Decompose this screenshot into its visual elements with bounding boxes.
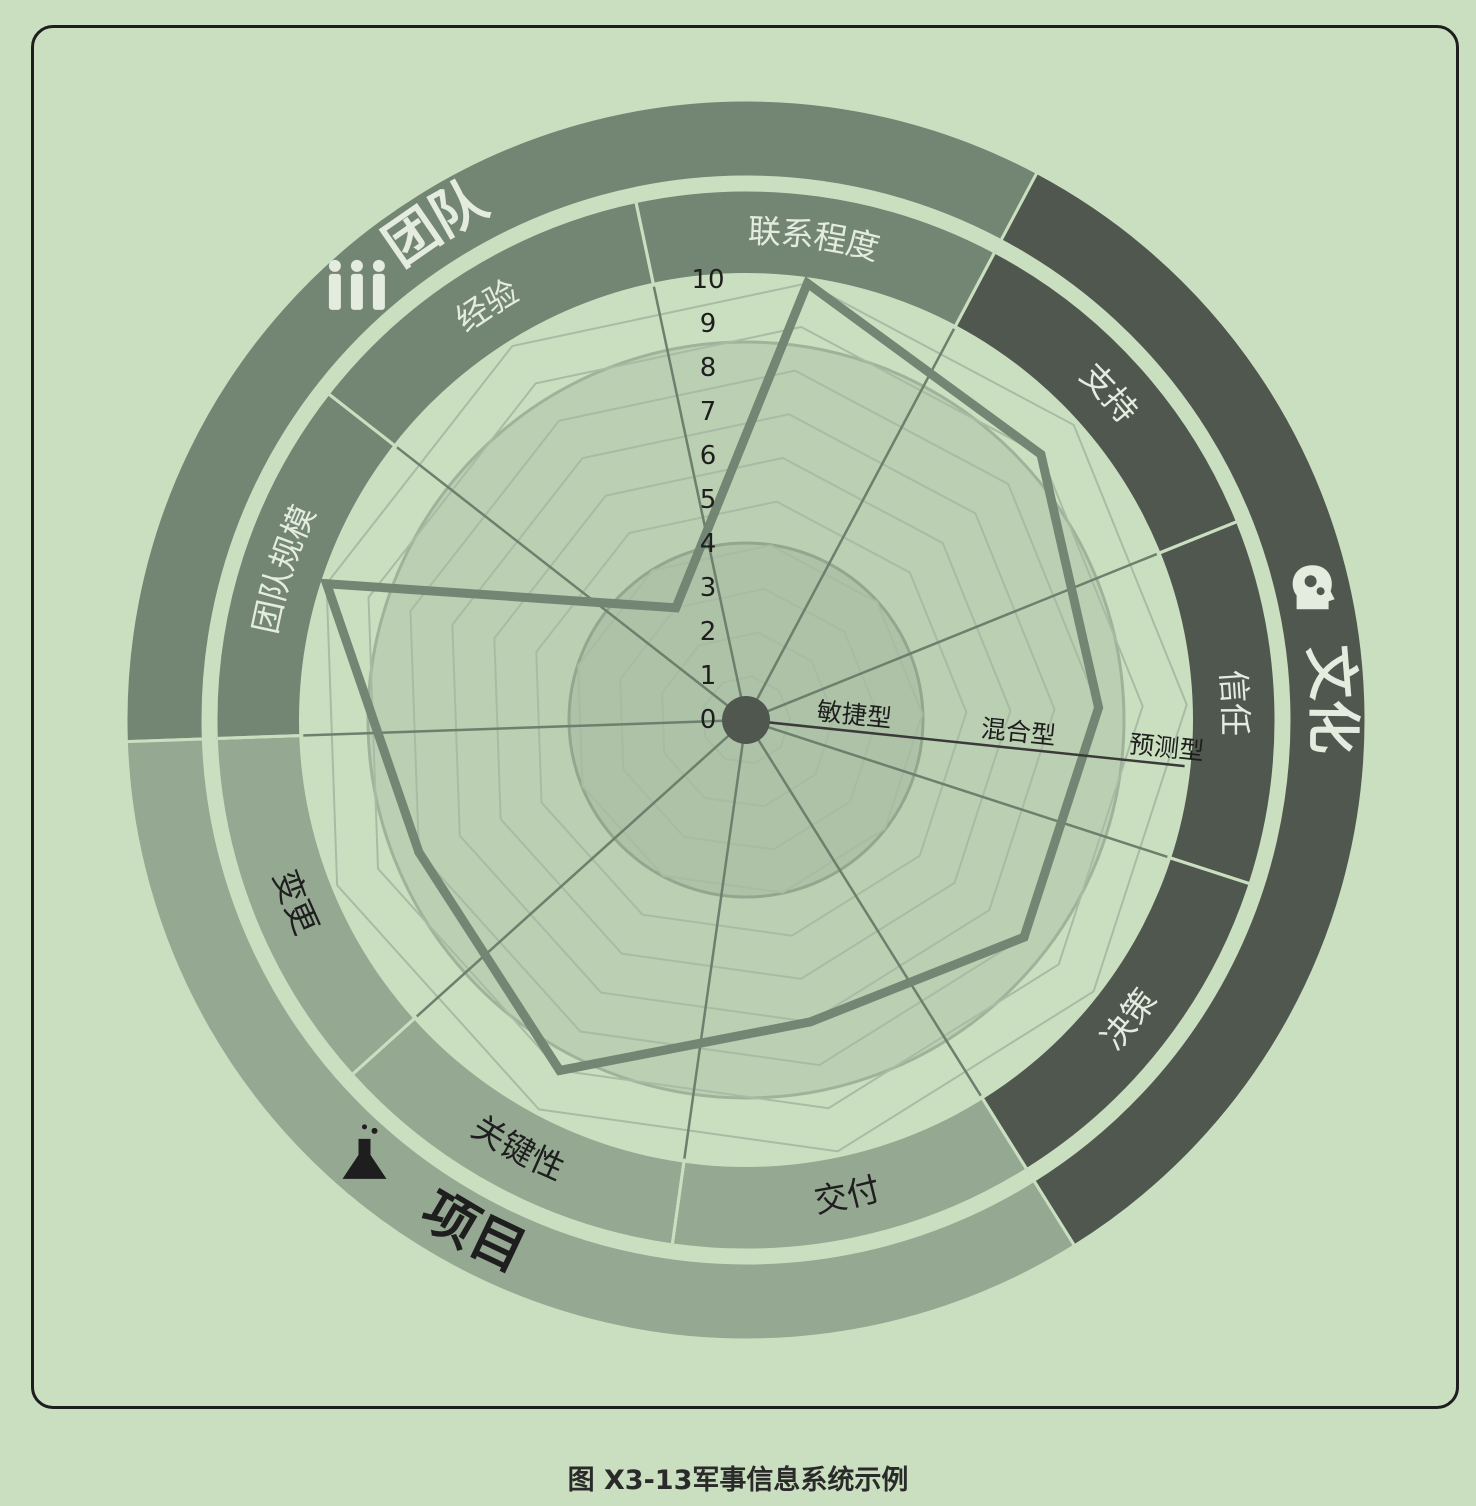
person-body [372, 273, 385, 310]
axis-spoke [745, 520, 1238, 722]
team-people-icon [328, 259, 385, 310]
figure-caption: 图 X3-13军事信息系统示例 [567, 1465, 909, 1496]
scale-tick-label: 9 [700, 309, 717, 339]
ring-separator [979, 1094, 1029, 1171]
scale-tick-label: 5 [700, 485, 717, 515]
ring-separator [952, 251, 997, 330]
axis-spoke [744, 251, 996, 721]
axis-spoke [216, 718, 747, 740]
head-gears-icon [1292, 565, 1335, 610]
center-hub [722, 696, 770, 744]
ring-separator [634, 201, 656, 287]
axis-spoke [744, 719, 1028, 1171]
axis-spoke [634, 201, 748, 721]
scale-tick-label: 4 [700, 529, 717, 559]
ring-separator [1156, 520, 1238, 556]
scale-tick-label: 7 [700, 397, 717, 427]
data-point [555, 1065, 565, 1075]
chart-frame [31, 25, 1459, 1409]
scale-tick-label: 10 [691, 265, 724, 295]
flask-body [342, 1138, 387, 1179]
head-shape [1292, 565, 1335, 610]
axis-spoke [351, 719, 747, 1076]
data-point [1036, 449, 1046, 459]
axis-spoke [327, 392, 747, 721]
scale-tick-label: 3 [700, 573, 717, 603]
scale-tick-label: 1 [700, 661, 717, 691]
data-series-line [320, 276, 1104, 1076]
scale-tick-label: 2 [700, 617, 717, 647]
gear-icon [1316, 587, 1325, 596]
ring-separator [670, 1158, 686, 1246]
person-body [350, 273, 363, 310]
data-point [1094, 703, 1104, 713]
scale-tick-label: 6 [700, 441, 717, 471]
flask-icon [342, 1124, 387, 1179]
data-point [802, 278, 812, 288]
data-point [805, 1017, 815, 1027]
ring-separator [1166, 855, 1251, 886]
gear-icon [1304, 575, 1317, 588]
person-head [328, 259, 341, 272]
axis-spoke [745, 718, 1251, 885]
data-point [414, 847, 424, 857]
axis-spoke [671, 719, 748, 1246]
data-point [671, 603, 681, 613]
ring-separator [351, 1015, 418, 1076]
group-ring-segment [124, 737, 1077, 1342]
person-head [372, 259, 385, 272]
ring-separator [216, 733, 304, 740]
person-head [350, 259, 363, 272]
data-point [322, 579, 332, 589]
data-point [1019, 932, 1029, 942]
zone-axis-line [745, 718, 1185, 768]
bubble [371, 1127, 378, 1134]
scale-tick-label: 8 [700, 353, 717, 383]
ring-separator [327, 392, 398, 449]
person-body [328, 273, 341, 310]
scale-tick-label: 0 [700, 705, 717, 735]
bubble [362, 1124, 368, 1130]
